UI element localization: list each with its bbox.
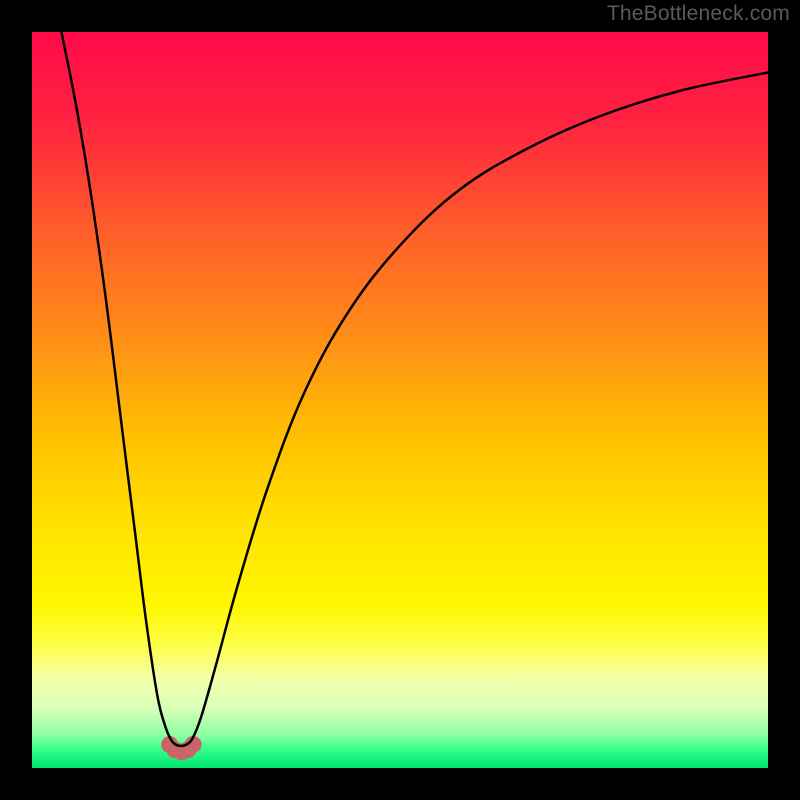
bottleneck-chart: TheBottleneck.com [0, 0, 800, 800]
watermark-text: TheBottleneck.com [607, 2, 790, 26]
chart-svg [0, 0, 800, 800]
plot-area-bg [32, 32, 768, 768]
